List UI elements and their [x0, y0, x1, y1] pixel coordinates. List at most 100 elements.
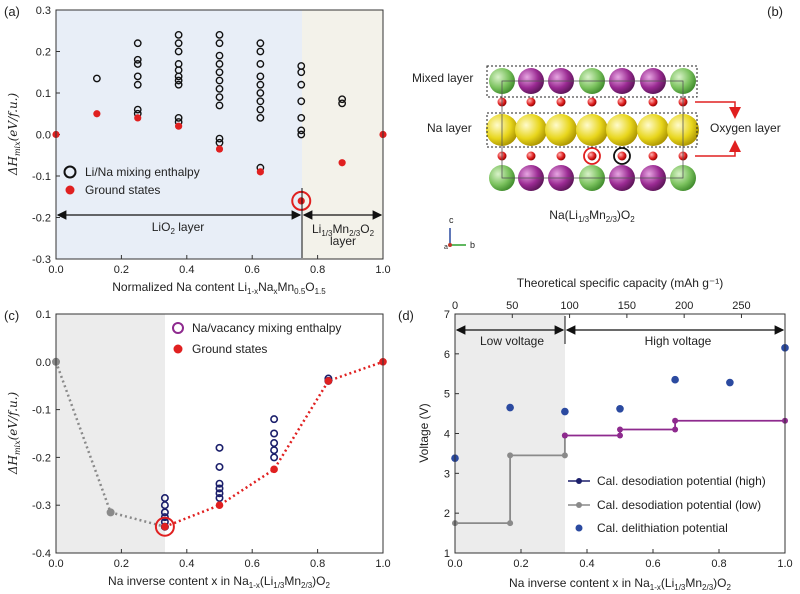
step-high-point — [672, 417, 679, 424]
ytick-label-a: 0.1 — [36, 88, 51, 100]
axis-triad: c b a — [444, 215, 475, 251]
xtick-label-c: 0.0 — [48, 558, 63, 570]
delithiation-point — [506, 403, 514, 412]
top-tick-label: 0 — [452, 300, 458, 312]
ground-state-point — [175, 122, 183, 130]
na-atom — [576, 114, 608, 146]
axis-b-label: b — [470, 240, 475, 250]
legend-c: Na/vacancy mixing enthalpy Ground states — [172, 321, 341, 356]
ytick-label-d: 4 — [444, 429, 450, 441]
legend-a-1: Li/Na mixing enthalpy — [85, 165, 200, 179]
ytick-label-c: 0.0 — [36, 357, 51, 369]
panel-label-b: (b) — [767, 4, 783, 19]
ytick-label-a: 0.2 — [36, 47, 51, 59]
mixing-point — [215, 101, 224, 110]
mixing-point — [174, 80, 183, 89]
mixing-point — [297, 80, 306, 89]
ytick-label-d: 6 — [444, 349, 450, 361]
mixing-point — [215, 84, 224, 93]
xtick-label-c: 0.6 — [245, 558, 260, 570]
legend-d-3: Cal. delithiation potential — [597, 521, 728, 535]
hull-low-point — [106, 508, 115, 517]
oxygen-atom — [556, 151, 566, 161]
vacancy-mixing-point — [215, 484, 224, 493]
mixing-point — [92, 74, 101, 83]
region-high-label: High voltage — [645, 334, 712, 348]
ground-state-point-c — [215, 501, 224, 510]
na-atom — [515, 114, 547, 146]
ylabel-c: ΔHmix(eV/f.u.) — [6, 392, 22, 476]
legend-d-1: Cal. desodiation potential (high) — [597, 474, 766, 488]
plot-frame-a — [55, 9, 384, 260]
vacancy-mixing-point — [160, 513, 169, 522]
highlight-ring-a — [291, 190, 312, 211]
mixing-point — [215, 68, 224, 77]
vacancy-mixing-point — [270, 439, 279, 448]
legend-a: Li/Na mixing enthalpy Ground states — [63, 165, 200, 197]
delithiation-point — [726, 378, 734, 387]
oxygen-atom — [556, 97, 566, 107]
xtick-label-a: 0.8 — [310, 264, 325, 276]
step-high-point — [672, 426, 679, 433]
mixing-point — [256, 114, 265, 122]
legend-d-2: Cal. desodiation potential (low) — [597, 498, 761, 512]
panel-c: 0.0 0.2 0.4 0.6 0.8 1.0 -0.4 -0.3 -0.2 -0.1 0.0 0.1… — [4, 308, 391, 590]
mixing-point — [133, 80, 142, 89]
formula-b: Na(Li1/3Mn2/3)O2 — [549, 208, 635, 224]
ytick-label-a: -0.1 — [32, 171, 51, 183]
na-layer-label: Na layer — [427, 121, 472, 135]
ytick-label-a: 0.0 — [36, 130, 51, 142]
mixing-point — [215, 76, 224, 85]
vacancy-mixing-point — [215, 489, 224, 498]
ytick-label-d: 5 — [444, 389, 450, 401]
oxygen-atom — [526, 97, 536, 107]
ground-state-point — [338, 159, 346, 167]
mixed-layer-label: Mixed layer — [412, 71, 473, 85]
ytick-label-c: -0.2 — [32, 452, 51, 464]
mixing-point — [256, 89, 265, 97]
mixing-point — [174, 31, 183, 39]
oxygen-arrow-bottom — [695, 140, 741, 157]
mixing-point — [215, 39, 224, 48]
ground-state-point-c — [324, 377, 333, 385]
mixing-point — [215, 93, 224, 102]
oxygen-layer-label: Oxygen layer — [710, 121, 781, 135]
legend-c-2: Ground states — [192, 342, 267, 356]
top-tick-label: 150 — [618, 300, 636, 312]
axis-c-label: c — [449, 215, 454, 225]
mixing-point — [338, 95, 347, 104]
ground-state-point-c — [161, 522, 169, 531]
top-tick-label: 250 — [732, 300, 750, 312]
vacancy-mixing-point — [215, 494, 224, 503]
mixing-point — [256, 105, 265, 114]
oxygen-atom — [526, 151, 536, 161]
xtick-label-d: 1.0 — [777, 558, 792, 570]
na-atom — [637, 114, 669, 146]
xtick-label-a: 1.0 — [375, 264, 390, 276]
mixing-point — [174, 72, 183, 81]
vacancy-mixing-point — [270, 429, 279, 438]
mixing-point — [215, 31, 224, 39]
xlabel-d: Na inverse content x in Na1-x(Li1/3Mn2/3… — [509, 576, 731, 592]
vacancy-mixing-point — [215, 479, 224, 488]
shade-c — [56, 314, 165, 553]
mixing-point — [338, 99, 347, 108]
mixing-point — [297, 114, 306, 122]
mixing-point — [133, 105, 142, 114]
mixing-point — [133, 55, 142, 64]
step-high — [564, 419, 785, 437]
xtick-label-d: 0.0 — [447, 558, 462, 570]
mixing-point — [297, 126, 306, 135]
xtick-label-d: 0.4 — [579, 558, 594, 570]
vacancy-mixing-point — [215, 462, 224, 471]
step-low-point — [507, 520, 514, 527]
panel-label-d: (d) — [398, 308, 414, 323]
vacancy-mixing-point — [160, 508, 169, 517]
vacancy-mixing-point — [270, 415, 279, 424]
top-xlabel-d: Theoretical specific capacity (mAh g⁻¹) — [517, 276, 723, 290]
mixing-point — [174, 39, 183, 48]
ytick-label-d: 1 — [444, 548, 450, 560]
step-high-point — [617, 426, 623, 433]
delithiation-point — [561, 407, 569, 416]
